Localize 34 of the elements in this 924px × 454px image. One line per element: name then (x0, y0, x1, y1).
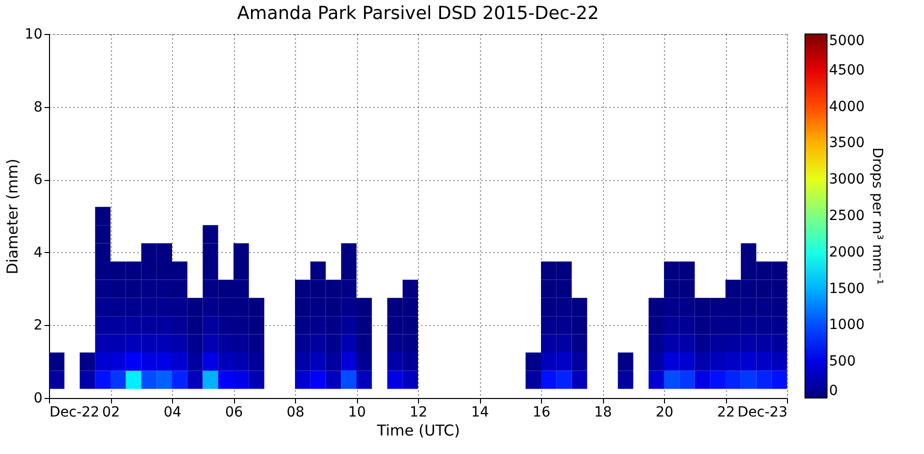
x-tick-label: Dec-23 (738, 404, 788, 420)
color-bar-label: 2500 (829, 208, 865, 224)
y-axis-title: Diameter (mm) (4, 158, 22, 274)
x-tick-label: 06 (225, 404, 243, 420)
y-tick-label: 4 (34, 244, 43, 261)
y-tick-label: 10 (24, 26, 42, 42)
x-tick-label: 12 (410, 404, 428, 420)
color-bar-label: 2000 (829, 244, 865, 260)
color-bar-label: 3500 (829, 135, 865, 152)
x-tick-label: 16 (532, 404, 550, 420)
color-bar-label: 1500 (829, 280, 865, 297)
color-bar-label: 4500 (829, 62, 865, 78)
x-tick-label: 14 (471, 404, 489, 420)
color-bar-label: 0 (829, 383, 838, 399)
color-bar-label: 3000 (829, 172, 865, 188)
color-bar-label: 5000 (829, 33, 865, 49)
chart-title: Amanda Park Parsivel DSD 2015-Dec-22 (237, 3, 599, 24)
x-tick-label: 02 (102, 404, 120, 420)
x-axis-title: Time (UTC) (376, 422, 460, 440)
color-bar-label: 1000 (829, 317, 865, 334)
y-tick-label: 6 (34, 172, 43, 188)
x-tick-label: Dec-22 (50, 404, 100, 420)
x-tick-label: 22 (717, 404, 735, 420)
color-bar-label: 4000 (829, 98, 865, 115)
x-tick-label: 08 (286, 404, 304, 420)
y-tick-label: 0 (34, 390, 42, 406)
y-tick-label: 2 (34, 318, 42, 334)
x-tick-label: 10 (348, 404, 366, 420)
color-bar-label: 500 (829, 354, 856, 370)
y-tick-label: 8 (34, 99, 42, 116)
x-tick-label: 18 (594, 404, 612, 420)
x-tick-label: 20 (656, 404, 674, 420)
color-bar-title: Drops per m³ mm⁻¹ (869, 147, 885, 285)
x-tick-label: 04 (164, 404, 182, 420)
